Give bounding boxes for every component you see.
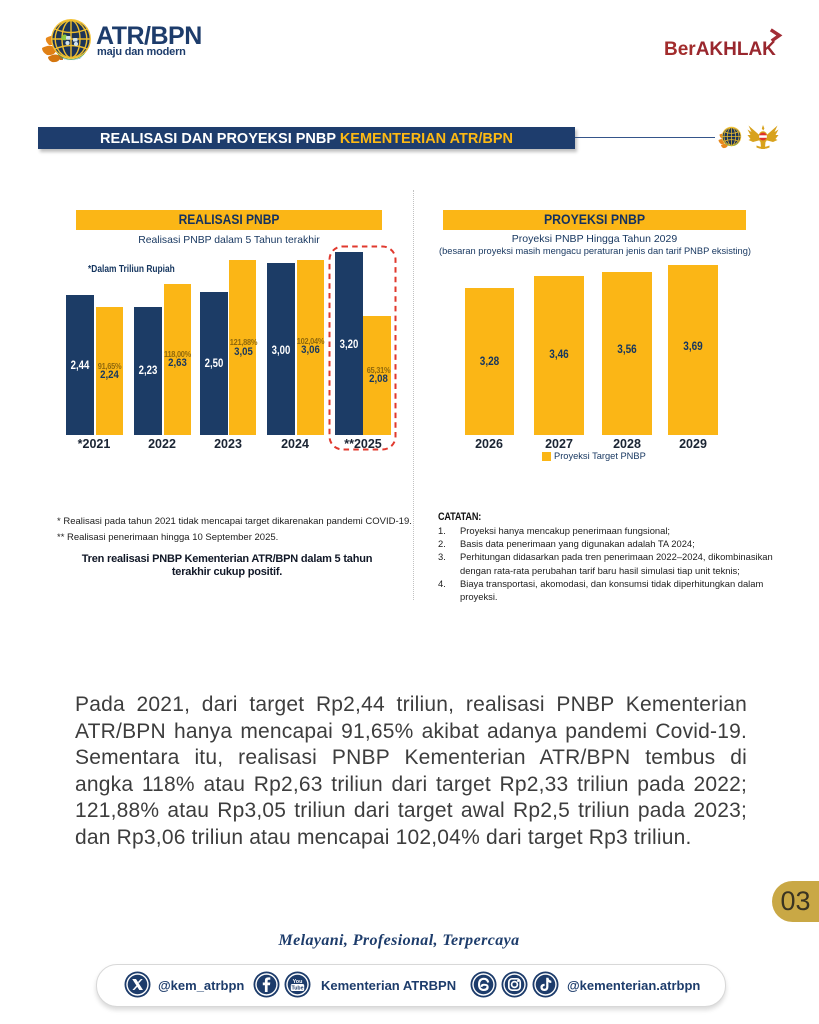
svg-text:Tube: Tube <box>291 986 303 992</box>
svg-text:You: You <box>293 979 303 985</box>
